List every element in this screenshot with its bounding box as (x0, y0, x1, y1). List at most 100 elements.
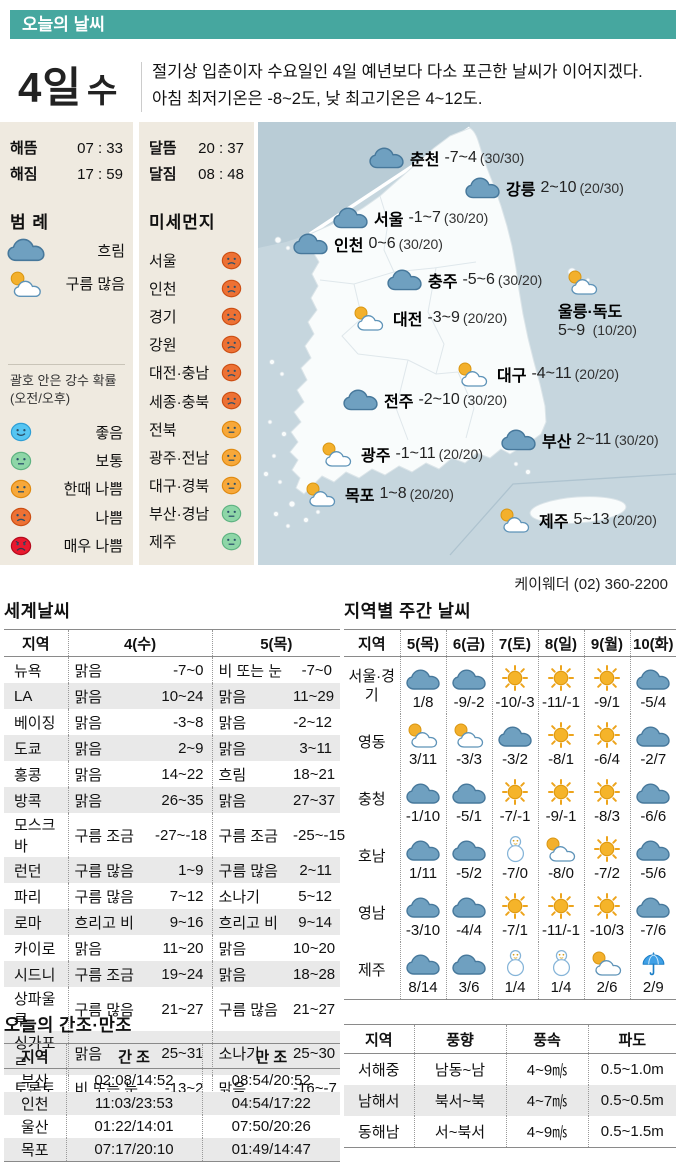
world-day1-temp: -27~-18 (154, 813, 212, 857)
weekly-cell: -5/4 (630, 657, 676, 715)
sunny-icon (593, 721, 621, 749)
dust-grade-label: 보통 (95, 450, 123, 471)
fine-dust-region: 광주·전남 (149, 447, 209, 468)
world-day2-weather: 맑음 (212, 935, 292, 961)
world-day1-weather: 맑음 (68, 709, 154, 735)
weekly-cell-temp: -8/1 (539, 751, 584, 768)
sunset-time: 17 : 59 (77, 162, 123, 188)
partly-icon (542, 835, 580, 863)
weekly-cell-temp: -10/-3 (493, 694, 538, 711)
weekly-cell: -11/-1 (538, 657, 584, 715)
map-city-name: 전주 (384, 388, 413, 412)
cloudy-icon (635, 668, 671, 692)
sunny-icon (501, 778, 529, 806)
cloudy-icon (405, 953, 441, 977)
sunny-icon (547, 664, 575, 692)
map-city-marker: 대구-4~11(20/20) (454, 360, 619, 388)
world-city: 파리 (4, 883, 68, 909)
world-city: 시드니 (4, 961, 68, 987)
map-city-name: 충주 (428, 268, 457, 292)
weekly-cell-icon-wrap (539, 660, 584, 692)
partly-icon (404, 721, 442, 749)
cloudy-icon (464, 176, 501, 201)
world-col-day1: 4(수) (68, 630, 212, 657)
weekly-cell: 1/4 (492, 942, 538, 1000)
dust-face-normal-icon (10, 451, 32, 471)
weekly-cell-icon-wrap (401, 660, 446, 692)
map-city-pop: (20/20) (410, 486, 454, 502)
weekly-cell: -10/3 (584, 885, 630, 942)
divider (141, 62, 142, 112)
map-city-name: 서울 (374, 206, 403, 230)
cloudy-icon (342, 388, 379, 413)
dust-face-sometimes-bad-icon (221, 448, 242, 467)
sunny-icon (547, 892, 575, 920)
weekly-cell-temp: -5/2 (447, 865, 492, 882)
cloudy-icon (368, 146, 405, 171)
page-title-bar: 오늘의 날씨 (10, 10, 676, 39)
weekly-cell-icon-wrap (631, 831, 676, 863)
weekly-cell-icon-wrap (631, 660, 676, 692)
world-day1-temp: 9~16 (154, 909, 212, 935)
dust-face-very-bad-icon (10, 536, 32, 556)
cloudy-icon (635, 839, 671, 863)
weekly-cell-temp: 1/4 (539, 979, 584, 996)
legend-title: 범 례 (10, 208, 49, 233)
weekly-cell-icon-wrap (447, 660, 492, 692)
world-day2-temp: 5~12 (292, 883, 340, 909)
world-day2-weather: 소나기 (212, 883, 292, 909)
cloudy-icon (451, 839, 487, 863)
weekly-cell-temp: -11/-1 (539, 694, 584, 711)
weekly-cell-icon-wrap (539, 945, 584, 977)
weekly-cell: -7/0 (492, 828, 538, 885)
map-city-range: -1~7 (408, 209, 440, 227)
map-city-name: 광주 (361, 442, 390, 466)
weekly-cell-temp: -5/1 (447, 808, 492, 825)
map-city-name: 대전 (393, 306, 422, 330)
world-day2-temp: 18~28 (292, 961, 340, 987)
weekly-region: 영남 (344, 885, 400, 942)
world-day1-temp: 10~24 (154, 683, 212, 709)
fine-dust-row: 대전·충남 (149, 359, 242, 387)
world-day2-temp: 27~37 (292, 787, 340, 813)
weekly-cell: -5/1 (446, 771, 492, 828)
weekly-cell-temp: -7/0 (493, 865, 538, 882)
moonrise-row: 달뜸 20 : 37 (139, 136, 254, 162)
world-day2-temp: -2~12 (292, 709, 340, 735)
cloudy-icon (405, 668, 441, 692)
weekly-cell-icon-wrap (539, 831, 584, 863)
tide-region: 부산 (4, 1069, 66, 1093)
tide-low: 07:17/20:10 (66, 1138, 202, 1162)
sunrise-label: 해뜸 (10, 136, 38, 162)
weekly-cell: -8/1 (538, 714, 584, 771)
map-city-range: 0~6 (368, 235, 395, 253)
weekly-region: 서울·경기 (344, 657, 400, 715)
weekly-cell-temp: -7/-1 (493, 808, 538, 825)
cloudy-icon (635, 782, 671, 806)
world-day1-weather: 구름 조금 (68, 961, 154, 987)
weekly-region: 영동 (344, 714, 400, 771)
sunny-icon (547, 778, 575, 806)
fine-dust-title: 미세먼지 (149, 208, 216, 233)
moonset-time: 08 : 48 (198, 162, 244, 188)
weekly-cell-icon-wrap (631, 774, 676, 806)
tide-high: 04:54/17:22 (202, 1092, 340, 1115)
weekly-col-day: 8(일) (538, 630, 584, 657)
sunny-icon (593, 835, 621, 863)
weekly-cell-temp: -8/0 (539, 865, 584, 882)
weekly-cell-temp: -4/4 (447, 922, 492, 939)
world-day2-weather: 구름 많음 (212, 857, 292, 883)
snow-icon (505, 949, 526, 977)
weekly-cell-icon-wrap (631, 945, 676, 977)
